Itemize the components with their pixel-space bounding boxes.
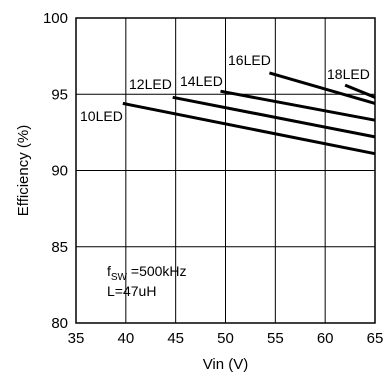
fsw-value: =500kHz [127, 263, 187, 279]
inductor-annotation: L=47uH [107, 283, 156, 299]
y-axis-label: Efficiency (%) [15, 125, 32, 216]
series-label-16led: 16LED [228, 52, 271, 68]
series-line-10led [122, 101, 376, 156]
y-tick-labels: 80 85 90 95 100 [43, 10, 68, 332]
x-tick-45: 45 [167, 330, 184, 347]
series-label-18led: 18LED [327, 66, 370, 82]
y-tick-95: 95 [51, 86, 68, 103]
series-labels: 10LED 12LED 14LED 16LED 18LED [80, 52, 370, 124]
series-label-10led: 10LED [80, 108, 123, 124]
switching-frequency-annotation: fSW =500kHz [107, 263, 187, 283]
x-axis-label: Vin (V) [203, 356, 249, 373]
y-tick-90: 90 [51, 163, 68, 180]
series-label-12led: 12LED [129, 76, 172, 92]
series-line-16led [268, 71, 376, 105]
x-tick-40: 40 [117, 330, 134, 347]
series-line-14led [220, 89, 376, 122]
x-tick-55: 55 [267, 330, 284, 347]
series-line-12led [172, 95, 376, 139]
x-tick-65: 65 [367, 330, 384, 347]
fsw-subscript: SW [111, 272, 128, 283]
y-tick-80: 80 [51, 315, 68, 332]
fsw-prefix: f [107, 263, 111, 279]
plot-frame [75, 17, 376, 324]
x-tick-50: 50 [217, 330, 234, 347]
x-tick-35: 35 [68, 330, 85, 347]
series-lines [122, 71, 376, 156]
grid-lines [76, 18, 375, 323]
y-tick-100: 100 [43, 10, 68, 27]
series-label-14led: 14LED [180, 73, 223, 89]
x-tick-60: 60 [317, 330, 334, 347]
x-tick-labels: 35 40 45 50 55 60 65 [68, 330, 384, 347]
series-line-18led [344, 83, 376, 99]
y-tick-85: 85 [51, 239, 68, 256]
